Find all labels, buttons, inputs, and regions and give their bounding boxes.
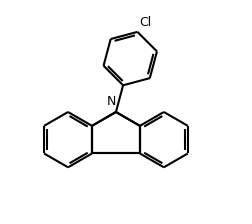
Text: N: N: [107, 95, 117, 108]
Text: Cl: Cl: [139, 16, 152, 29]
